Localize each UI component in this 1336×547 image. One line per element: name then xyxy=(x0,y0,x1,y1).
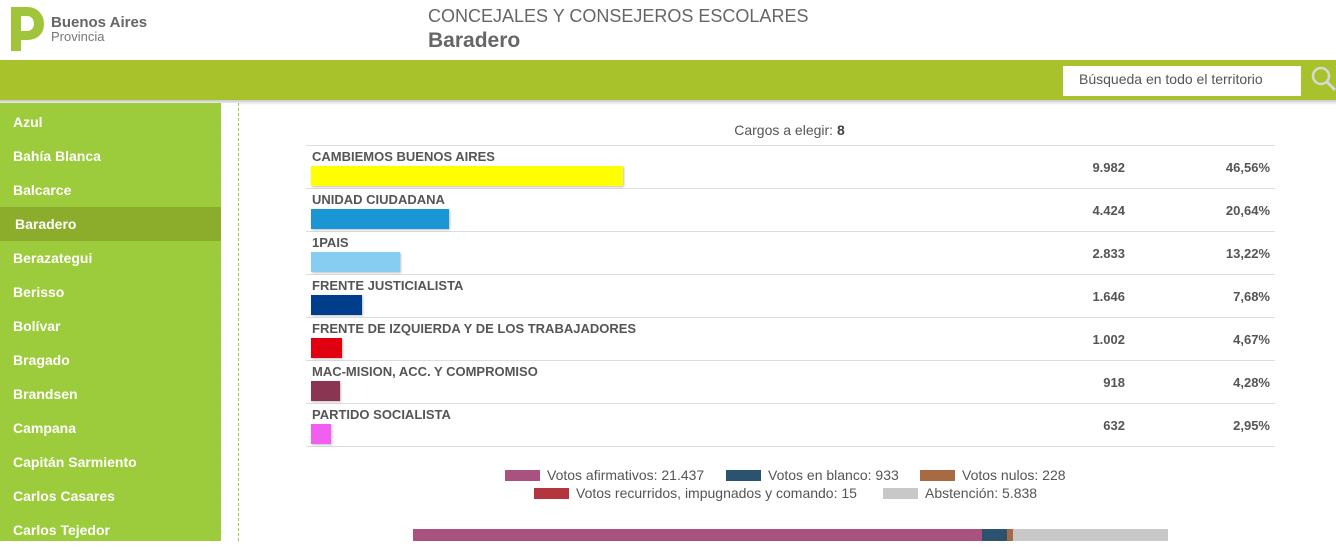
party-votes: 918 xyxy=(1103,375,1125,390)
search-input[interactable]: Búsqueda en todo el territorio xyxy=(1063,66,1301,96)
party-name: PARTIDO SOCIALISTA xyxy=(312,407,451,422)
legend-swatch xyxy=(883,487,918,499)
party-percent: 2,95% xyxy=(1233,418,1270,433)
logo-line1: Buenos Aires xyxy=(51,14,148,31)
result-row: MAC-MISION, ACC. Y COMPROMISO 918 4,28% xyxy=(306,361,1275,404)
cargos-value: 8 xyxy=(836,122,845,138)
legend-label: Votos nulos: 228 xyxy=(962,467,1066,483)
sidebar-item[interactable]: Baradero xyxy=(0,207,221,241)
result-row: FRENTE DE IZQUIERDA Y DE LOS TRABAJADORE… xyxy=(306,318,1275,361)
sidebar-item[interactable]: Berisso xyxy=(13,284,65,300)
page-title: Baradero xyxy=(428,29,521,52)
stack-segment xyxy=(981,529,1007,541)
stack-segment xyxy=(413,529,982,541)
sidebar: Azul Bahía Blanca Balcarce Baradero Berazate… xyxy=(0,103,221,541)
sidebar-item[interactable]: Berazategui xyxy=(13,250,93,266)
party-votes: 2.833 xyxy=(1092,246,1125,261)
result-row: PARTIDO SOCIALISTA 632 2,95% xyxy=(306,404,1275,447)
legend-swatch xyxy=(505,469,540,481)
legend-swatch xyxy=(920,469,955,481)
party-votes: 632 xyxy=(1103,418,1125,433)
sidebar-item[interactable]: Bolívar xyxy=(13,318,61,334)
party-bar xyxy=(311,166,623,186)
legend-item: Abstención: 5.838 xyxy=(883,485,1037,501)
stack-segment xyxy=(1013,529,1168,541)
results-table: CAMBIEMOS BUENOS AIRES 9.982 46,56% UNIDAD … xyxy=(306,145,1275,447)
party-votes: 4.424 xyxy=(1092,203,1125,218)
result-row: 1PAIS 2.833 13,22% xyxy=(306,232,1275,275)
party-bar xyxy=(311,338,342,358)
sidebar-item[interactable]: Campana xyxy=(13,420,77,436)
party-name: MAC-MISION, ACC. Y COMPROMISO xyxy=(312,364,538,379)
party-bar xyxy=(311,295,362,315)
party-name: 1PAIS xyxy=(312,235,349,250)
party-name: UNIDAD CIUDADANA xyxy=(312,192,445,207)
stack-segment xyxy=(1012,529,1014,541)
cargos-a-elegir: Cargos a elegir: 8 xyxy=(0,122,1336,138)
party-name: FRENTE JUSTICIALISTA xyxy=(312,278,464,293)
logo-line2: Provincia xyxy=(51,29,105,44)
sidebar-item[interactable]: Azul xyxy=(13,114,43,130)
sidebar-item[interactable]: Bragado xyxy=(13,352,70,368)
party-percent: 4,28% xyxy=(1233,375,1270,390)
vote-breakdown-bar xyxy=(413,529,1168,541)
sidebar-item[interactable]: Capitán Sarmiento xyxy=(13,454,137,470)
result-row: CAMBIEMOS BUENOS AIRES 9.982 46,56% xyxy=(306,146,1275,189)
sidebar-item[interactable]: Brandsen xyxy=(13,386,78,402)
sidebar-item[interactable]: Carlos Casares xyxy=(13,488,115,504)
legend-item: Votos nulos: 228 xyxy=(920,467,1066,483)
party-bar xyxy=(311,424,331,444)
sidebar-item[interactable]: Balcarce xyxy=(13,182,72,198)
party-name: FRENTE DE IZQUIERDA Y DE LOS TRABAJADORE… xyxy=(312,321,637,336)
legend-item: Votos en blanco: 933 xyxy=(726,467,899,483)
stack-segment xyxy=(1006,529,1013,541)
legend-label: Abstención: 5.838 xyxy=(925,485,1038,501)
legend-label: Votos en blanco: 933 xyxy=(768,467,899,483)
party-percent: 7,68% xyxy=(1233,289,1270,304)
sidebar-item[interactable]: Bahía Blanca xyxy=(13,148,101,164)
party-bar xyxy=(311,252,400,272)
legend-item: Votos afirmativos: 21.437 xyxy=(505,467,704,483)
sidebar-item[interactable]: Carlos Tejedor xyxy=(13,522,110,538)
buenos-aires-logo-icon[interactable] xyxy=(9,7,45,53)
party-bar xyxy=(311,209,449,229)
legend-swatch xyxy=(534,487,569,499)
legend-label: Votos recurridos, impugnados y comando: … xyxy=(576,485,857,501)
header: Buenos Aires Provincia CONCEJALES Y CONS… xyxy=(0,0,1336,60)
legend-label: Votos afirmativos: 21.437 xyxy=(547,467,705,483)
party-votes: 1.002 xyxy=(1092,332,1125,347)
search-icon[interactable] xyxy=(1309,64,1336,94)
party-votes: 1.646 xyxy=(1092,289,1125,304)
legend-swatch xyxy=(726,469,761,481)
party-bar xyxy=(311,381,340,401)
party-percent: 20,64% xyxy=(1225,203,1270,218)
party-name: CAMBIEMOS BUENOS AIRES xyxy=(312,149,495,164)
legend-item: Votos recurridos, impugnados y comando: … xyxy=(534,485,857,501)
result-row: UNIDAD CIUDADANA 4.424 20,64% xyxy=(306,189,1275,232)
party-percent: 4,67% xyxy=(1233,332,1270,347)
party-votes: 9.982 xyxy=(1092,160,1125,175)
party-percent: 13,22% xyxy=(1225,246,1270,261)
result-row: FRENTE JUSTICIALISTA 1.646 7,68% xyxy=(306,275,1275,318)
cargos-label: Cargos a elegir: xyxy=(734,122,837,138)
page-subtitle: CONCEJALES Y CONSEJEROS ESCOLARES xyxy=(428,6,809,26)
party-percent: 46,56% xyxy=(1225,160,1270,175)
